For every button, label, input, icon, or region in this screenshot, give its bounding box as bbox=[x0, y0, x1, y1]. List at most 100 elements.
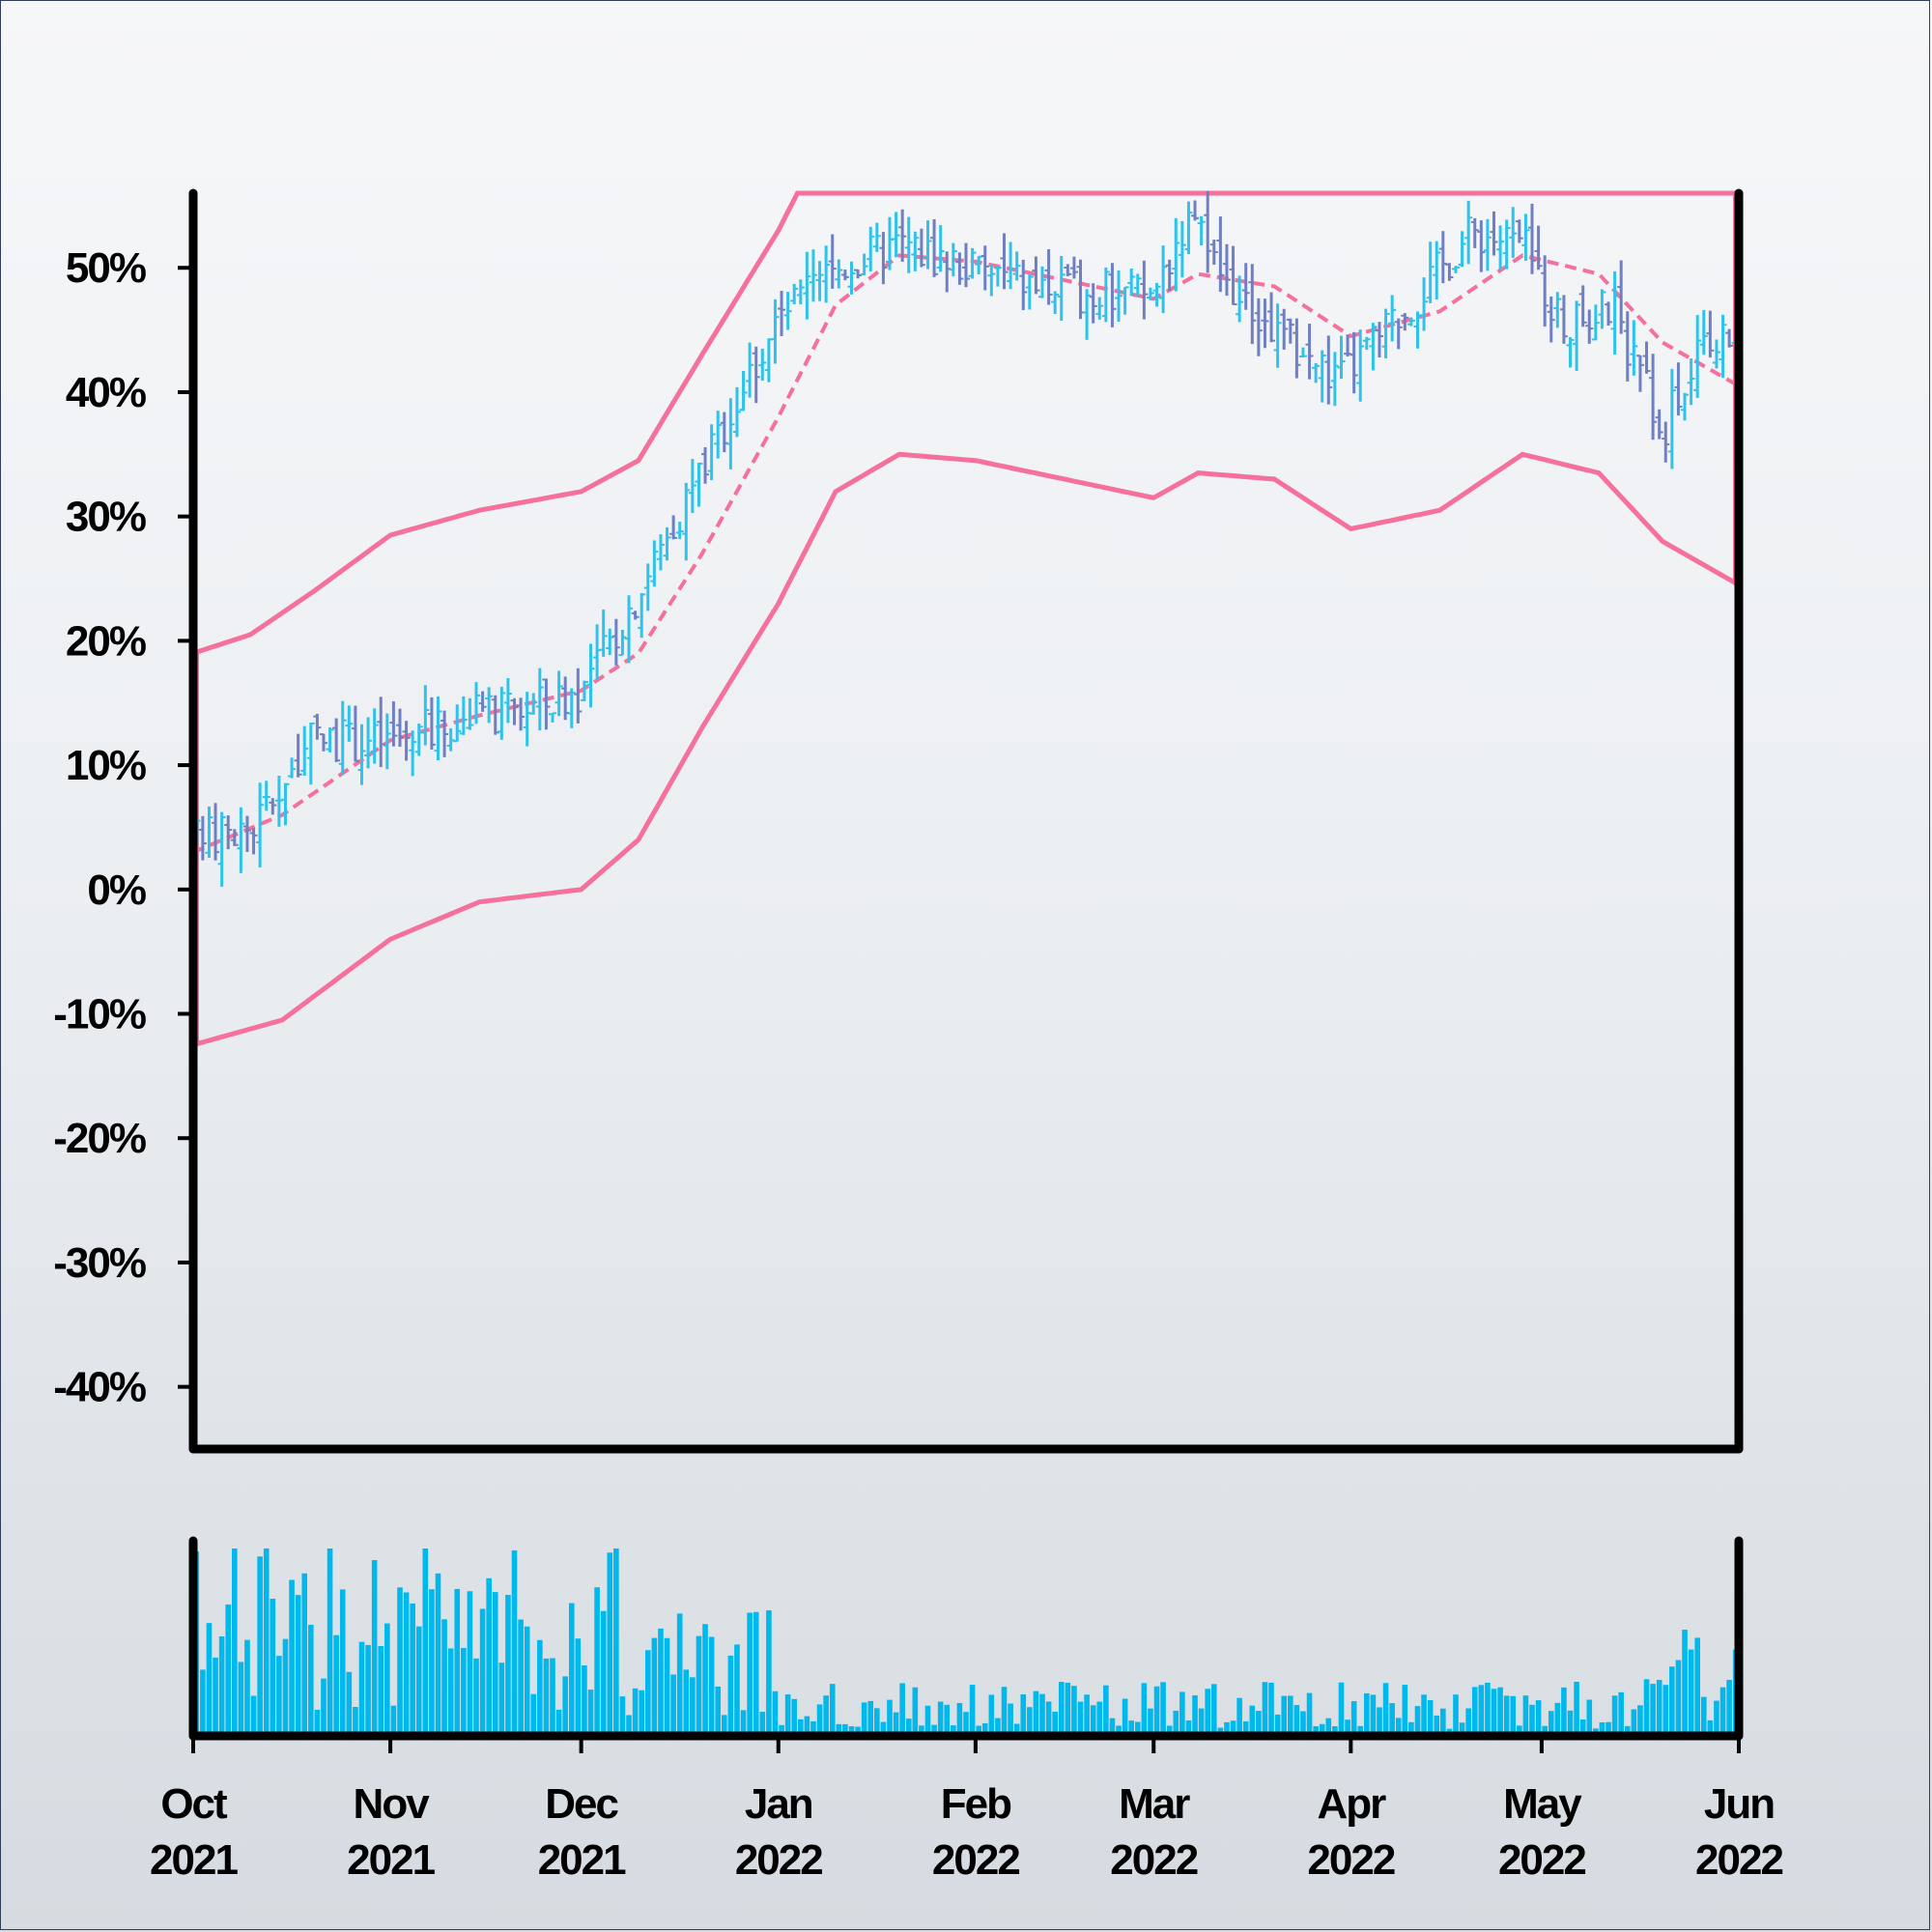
upper-band-line bbox=[192, 190, 1739, 656]
volume-bar bbox=[1682, 1630, 1688, 1736]
volume-bar bbox=[568, 1603, 575, 1736]
volume-bar bbox=[1605, 1721, 1611, 1736]
volume-bar bbox=[232, 1548, 238, 1736]
volume-bar bbox=[976, 1725, 981, 1736]
volume-bar bbox=[1503, 1695, 1510, 1736]
volume-bar bbox=[1408, 1721, 1414, 1736]
volume-bar bbox=[715, 1686, 722, 1736]
y-tick-label: 20% bbox=[66, 617, 146, 665]
volume-bar bbox=[747, 1612, 753, 1736]
volume-bar bbox=[1256, 1711, 1262, 1736]
volume-bar bbox=[658, 1628, 664, 1736]
x-tick-year-label: 2022 bbox=[1498, 1836, 1585, 1884]
volume-bar bbox=[670, 1674, 676, 1736]
volume-bar bbox=[1103, 1685, 1109, 1736]
volume-bar bbox=[784, 1694, 791, 1736]
volume-bar bbox=[410, 1603, 415, 1736]
volume-bar bbox=[1675, 1660, 1682, 1736]
volume-bar bbox=[435, 1573, 441, 1736]
volume-bar bbox=[467, 1591, 473, 1736]
volume-bar bbox=[1262, 1682, 1268, 1736]
volume-bar bbox=[651, 1637, 658, 1736]
volume-bar bbox=[486, 1577, 492, 1736]
volume-bar bbox=[1478, 1685, 1485, 1736]
lower-band-line bbox=[192, 451, 1741, 1048]
volume-bar bbox=[1345, 1719, 1350, 1736]
volume-bar bbox=[498, 1662, 505, 1736]
volume-bar bbox=[639, 1690, 644, 1736]
volume-bar bbox=[1001, 1687, 1008, 1736]
volume-bar bbox=[804, 1716, 810, 1736]
x-tick-month-label: Feb bbox=[941, 1780, 1011, 1828]
volume-bar bbox=[683, 1669, 690, 1736]
volume-bar bbox=[1554, 1702, 1561, 1736]
volume-bar bbox=[1459, 1722, 1465, 1736]
volume-bar bbox=[1084, 1694, 1090, 1736]
volume-bar bbox=[919, 1725, 924, 1736]
volume-bar bbox=[779, 1724, 784, 1736]
volume-bar bbox=[518, 1619, 524, 1736]
volume-bar bbox=[397, 1587, 403, 1736]
volume-bar bbox=[1300, 1711, 1306, 1736]
volume-bar bbox=[1058, 1682, 1065, 1736]
volume-bar bbox=[1109, 1718, 1116, 1736]
volume-bar bbox=[1694, 1637, 1700, 1736]
volume-bar bbox=[1370, 1694, 1377, 1736]
volume-bar bbox=[1395, 1718, 1402, 1736]
volume-bar bbox=[753, 1611, 759, 1736]
volume-bar bbox=[415, 1626, 422, 1736]
volume-bar bbox=[740, 1710, 747, 1736]
volume-bar bbox=[944, 1704, 951, 1736]
volume-bar bbox=[1338, 1682, 1345, 1736]
volume-bar bbox=[1116, 1725, 1122, 1736]
volume-bar bbox=[702, 1624, 708, 1736]
volume-bar bbox=[218, 1636, 225, 1736]
volume-bar bbox=[1427, 1700, 1434, 1736]
volume-bar bbox=[301, 1573, 308, 1736]
volume-bar bbox=[931, 1724, 937, 1736]
volume-bar bbox=[721, 1715, 727, 1736]
volume-bar bbox=[1700, 1696, 1707, 1736]
volume-bar bbox=[473, 1658, 479, 1736]
volume-bar bbox=[441, 1619, 447, 1736]
volume-bar bbox=[836, 1723, 842, 1736]
volume-bar bbox=[1224, 1721, 1230, 1736]
volume-bar bbox=[842, 1723, 848, 1736]
volume-bar bbox=[461, 1647, 467, 1736]
volume-bar bbox=[429, 1589, 435, 1736]
volume-bar bbox=[829, 1684, 836, 1736]
volume-bar bbox=[276, 1656, 282, 1736]
volume-bar bbox=[555, 1709, 562, 1736]
volume-bar bbox=[734, 1644, 740, 1736]
volume-bar bbox=[1274, 1714, 1281, 1736]
volume-bar bbox=[708, 1636, 715, 1736]
volume-bar bbox=[912, 1687, 919, 1736]
volume-bar bbox=[492, 1592, 498, 1736]
volume-bar bbox=[798, 1719, 804, 1736]
volume-bar bbox=[353, 1706, 358, 1736]
volume-bar bbox=[1377, 1707, 1382, 1736]
volume-bar bbox=[810, 1720, 816, 1736]
volume-bar bbox=[575, 1638, 582, 1736]
volume-bar bbox=[206, 1623, 213, 1736]
volume-bar bbox=[543, 1658, 550, 1736]
volume-bar bbox=[969, 1685, 976, 1736]
volume-bar bbox=[1414, 1706, 1421, 1736]
volume-bar bbox=[339, 1589, 346, 1736]
volume-bar bbox=[1242, 1720, 1249, 1736]
volume-bar bbox=[524, 1626, 530, 1736]
volume-bar bbox=[1008, 1703, 1013, 1736]
volume-bar bbox=[1179, 1691, 1185, 1736]
volume-bar bbox=[1185, 1720, 1192, 1736]
volume-bar bbox=[1319, 1723, 1325, 1736]
volume-bar bbox=[1574, 1681, 1579, 1736]
volume-bar bbox=[327, 1548, 333, 1736]
volume-bar bbox=[270, 1598, 276, 1736]
y-tick-label: -10% bbox=[53, 991, 146, 1038]
volume-bar bbox=[295, 1595, 301, 1736]
volume-bar bbox=[1402, 1685, 1408, 1736]
volume-bar bbox=[1210, 1684, 1217, 1736]
volume-bar bbox=[1611, 1695, 1618, 1736]
volume-bar bbox=[867, 1700, 874, 1736]
middle-band-line bbox=[192, 253, 1740, 855]
